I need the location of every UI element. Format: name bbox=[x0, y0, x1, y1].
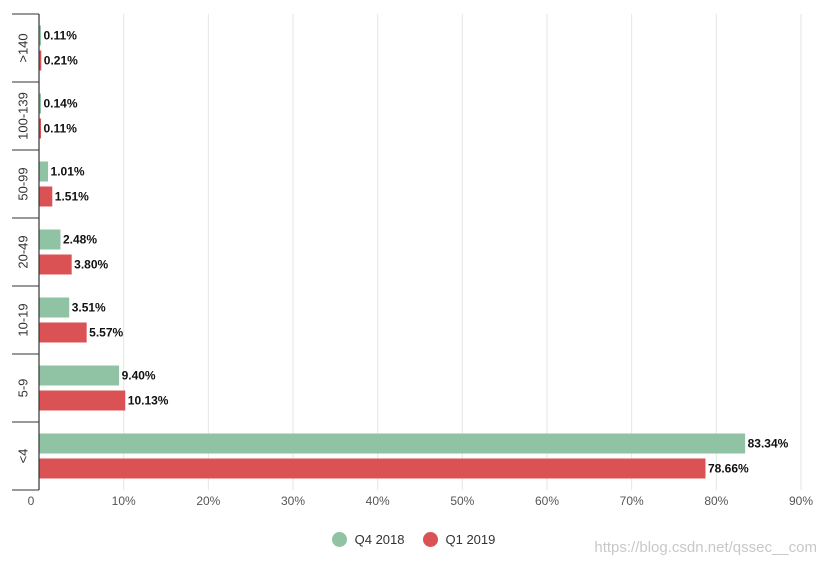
data-label: 5.57% bbox=[89, 326, 123, 340]
data-label: 0.11% bbox=[44, 122, 78, 136]
data-label: 9.40% bbox=[122, 369, 156, 383]
x-tick-label: 80% bbox=[704, 494, 728, 508]
data-label: 83.34% bbox=[748, 437, 789, 451]
data-label: 78.66% bbox=[708, 462, 749, 476]
category-label: >140 bbox=[15, 33, 30, 62]
x-tick-label: 50% bbox=[450, 494, 474, 508]
legend-label-q4-2018: Q4 2018 bbox=[354, 532, 405, 547]
x-tick-label: 30% bbox=[281, 494, 305, 508]
data-label: 10.13% bbox=[128, 394, 169, 408]
category-label: <4 bbox=[15, 449, 30, 464]
bar[interactable] bbox=[39, 161, 49, 182]
bar[interactable] bbox=[39, 229, 61, 250]
data-label: 0.11% bbox=[44, 29, 78, 43]
x-tick-label: 60% bbox=[535, 494, 559, 508]
data-label: 1.51% bbox=[55, 190, 89, 204]
category-label: 100-139 bbox=[15, 92, 30, 140]
bar[interactable] bbox=[39, 390, 126, 411]
x-tick-label: 10% bbox=[112, 494, 136, 508]
legend-label-q1-2019: Q1 2019 bbox=[445, 532, 496, 547]
bar[interactable] bbox=[39, 118, 42, 139]
gridlines bbox=[123, 14, 802, 490]
data-label: 3.51% bbox=[72, 301, 106, 315]
category-label: 5-9 bbox=[15, 379, 30, 398]
category-labels: >140 100-139 50-99 20-49 10-19 5-9 <4 bbox=[15, 33, 30, 463]
category-label: 20-49 bbox=[15, 235, 30, 268]
data-label: 2.48% bbox=[63, 233, 97, 247]
legend-item-q1-2019[interactable]: Q1 2019 bbox=[422, 532, 496, 547]
legend-item-q4-2018[interactable]: Q4 2018 bbox=[331, 532, 405, 547]
bar[interactable] bbox=[39, 458, 706, 479]
bar[interactable] bbox=[39, 25, 42, 46]
x-tick-label: 20% bbox=[196, 494, 220, 508]
data-label: 3.80% bbox=[74, 258, 108, 272]
bar[interactable] bbox=[39, 297, 70, 318]
legend: Q4 2018 Q1 2019 bbox=[0, 532, 827, 547]
data-label: 0.21% bbox=[44, 54, 78, 68]
data-labels: 0.11% 0.21% 0.14% 0.11% 1.01% 1.51% 2.48% 3.80%… bbox=[44, 29, 789, 476]
bar-chart: 0 10% 20% 30% 40% 50% 60% 70% 80% 90% >140 100-139… bbox=[12, 13, 814, 508]
bar[interactable] bbox=[39, 365, 120, 386]
legend-swatch-q4-2018 bbox=[331, 532, 347, 547]
bar[interactable] bbox=[39, 50, 42, 71]
bar[interactable] bbox=[39, 186, 53, 207]
data-label: 0.14% bbox=[44, 97, 78, 111]
x-tick-label: 40% bbox=[366, 494, 390, 508]
x-tick-label: 70% bbox=[620, 494, 644, 508]
bar[interactable] bbox=[39, 93, 42, 114]
legend-swatch-q1-2019 bbox=[422, 532, 438, 547]
x-tick-labels: 0 10% 20% 30% 40% 50% 60% 70% 80% 90% bbox=[28, 494, 814, 508]
bar[interactable] bbox=[39, 322, 87, 343]
category-label: 10-19 bbox=[15, 303, 30, 336]
bar[interactable] bbox=[39, 433, 746, 454]
category-label: 50-99 bbox=[15, 167, 30, 200]
bars bbox=[39, 25, 746, 479]
bar[interactable] bbox=[39, 254, 72, 275]
axes bbox=[12, 13, 40, 491]
x-tick-label: 90% bbox=[789, 494, 813, 508]
x-tick-label: 0 bbox=[28, 494, 35, 508]
watermark: https://blog.csdn.net/qssec__com bbox=[594, 539, 817, 556]
data-label: 1.01% bbox=[51, 165, 85, 179]
